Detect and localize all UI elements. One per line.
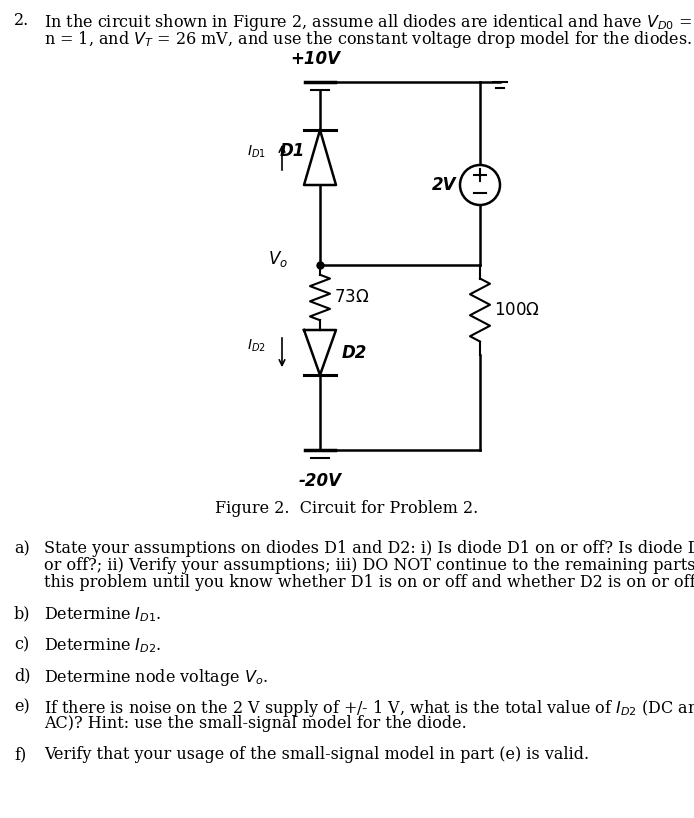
Text: or off?; ii) Verify your assumptions; iii) DO NOT continue to the remaining part: or off?; ii) Verify your assumptions; ii… — [44, 557, 694, 574]
Text: AC)? Hint: use the small-signal model for the diode.: AC)? Hint: use the small-signal model fo… — [44, 715, 467, 732]
Text: Determine $I_{D2}$.: Determine $I_{D2}$. — [44, 636, 162, 654]
Text: b): b) — [14, 605, 31, 622]
Text: 2.: 2. — [14, 12, 29, 29]
Text: D1: D1 — [279, 142, 305, 160]
Text: $I_{D2}$: $I_{D2}$ — [247, 338, 266, 354]
Text: f): f) — [14, 746, 26, 763]
Text: $100\Omega$: $100\Omega$ — [494, 301, 540, 319]
Text: $V_o$: $V_o$ — [268, 249, 288, 269]
Text: If there is noise on the 2 V supply of +/- 1 V, what is the total value of $I_{D: If there is noise on the 2 V supply of +… — [44, 698, 694, 719]
Text: c): c) — [14, 636, 29, 653]
Text: +10V: +10V — [290, 50, 340, 68]
Text: this problem until you know whether D1 is on or off and whether D2 is on or off.: this problem until you know whether D1 i… — [44, 574, 694, 591]
Text: Figure 2.  Circuit for Problem 2.: Figure 2. Circuit for Problem 2. — [215, 500, 479, 517]
Text: Verify that your usage of the small-signal model in part (e) is valid.: Verify that your usage of the small-sign… — [44, 746, 589, 763]
Text: $I_{D1}$: $I_{D1}$ — [247, 144, 266, 160]
Text: n = 1, and $V_T$ = 26 mV, and use the constant voltage drop model for the diodes: n = 1, and $V_T$ = 26 mV, and use the co… — [44, 29, 692, 50]
Text: D2: D2 — [342, 344, 367, 362]
Text: a): a) — [14, 540, 30, 557]
Text: Determine node voltage $V_o$.: Determine node voltage $V_o$. — [44, 667, 268, 688]
Text: Determine $I_{D1}$.: Determine $I_{D1}$. — [44, 605, 162, 623]
Text: In the circuit shown in Figure 2, assume all diodes are identical and have $V_{D: In the circuit shown in Figure 2, assume… — [44, 12, 694, 33]
Text: $73\Omega$: $73\Omega$ — [334, 289, 369, 307]
Text: d): d) — [14, 667, 31, 684]
Text: State your assumptions on diodes D1 and D2: i) Is diode D1 on or off? Is diode D: State your assumptions on diodes D1 and … — [44, 540, 694, 557]
Text: e): e) — [14, 698, 30, 715]
Text: 2V: 2V — [432, 176, 456, 194]
Text: -20V: -20V — [298, 472, 341, 490]
